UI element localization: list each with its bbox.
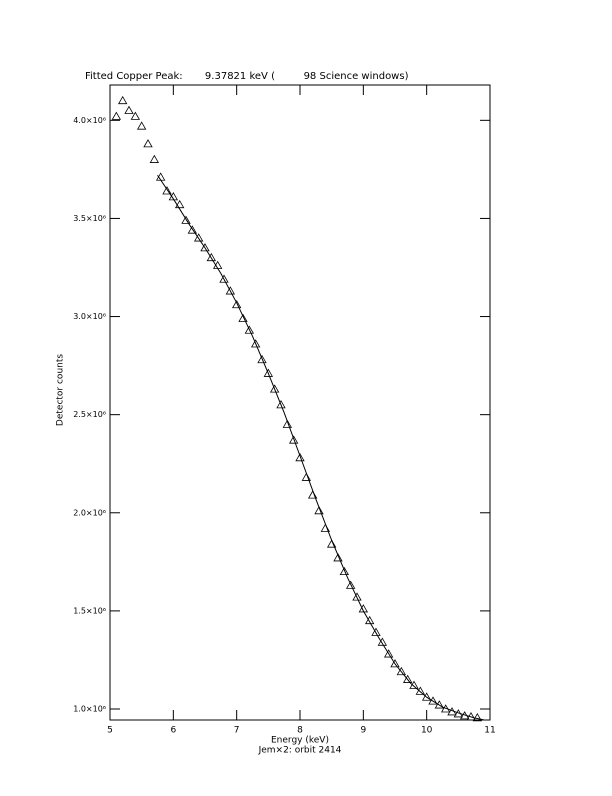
data-point (136, 121, 147, 130)
data-point (257, 354, 267, 364)
data-point (295, 453, 305, 462)
data-point (231, 299, 242, 309)
data-point (326, 539, 337, 548)
data-point (250, 339, 261, 348)
subtitle: Jem×2: orbit 2414 (258, 746, 342, 756)
y-tick-label: 4.0×10⁶ (73, 116, 106, 125)
y-tick-label: 1.0×10⁶ (73, 705, 106, 714)
chart-title: Fitted Copper Peak: 9.37821 keV ( 98 Sci… (85, 71, 409, 82)
data-point (200, 243, 210, 252)
data-point (415, 686, 426, 695)
x-axis-label: Energy (keV) (271, 736, 329, 746)
data-point (162, 186, 172, 195)
data-point (396, 666, 407, 676)
data-point (174, 199, 185, 209)
data-point (219, 274, 229, 283)
data-point (269, 384, 280, 393)
data-point (225, 286, 236, 295)
data-point (149, 154, 160, 163)
data-point (358, 604, 369, 613)
data-point (421, 692, 432, 701)
data-point (143, 139, 153, 148)
data-point (301, 472, 312, 481)
x-tick-label: 7 (234, 726, 240, 736)
x-tick-label: 8 (297, 726, 303, 736)
data-point (111, 111, 122, 120)
y-tick-label: 2.0×10⁶ (73, 508, 106, 517)
data-point (345, 580, 356, 589)
data-point (130, 111, 141, 120)
data-point (352, 592, 362, 601)
data-point (282, 419, 293, 428)
fit-line (157, 174, 484, 721)
y-axis-label: Detector counts (56, 354, 66, 426)
data-point (371, 627, 381, 636)
data-point (377, 637, 388, 646)
data-point (402, 674, 413, 683)
x-tick-label: 9 (360, 726, 366, 736)
data-point (364, 615, 375, 625)
y-tick-label: 1.5×10⁶ (73, 606, 106, 615)
data-point (238, 313, 248, 322)
data-point (383, 649, 394, 658)
data-point (187, 225, 198, 234)
x-tick-label: 6 (170, 726, 176, 736)
data-point (206, 252, 217, 262)
data-point (263, 368, 274, 377)
x-tick-label: 11 (484, 726, 495, 736)
data-point (472, 713, 483, 722)
y-tick-label: 3.0×10⁶ (73, 312, 106, 321)
x-tick-label: 10 (421, 726, 433, 736)
data-point (314, 506, 324, 515)
x-tick-label: 5 (107, 726, 113, 736)
data-point (434, 700, 445, 709)
data-point (193, 233, 204, 242)
data-point (390, 659, 400, 668)
data-point (181, 215, 191, 224)
data-point (428, 696, 438, 705)
data-point (244, 325, 255, 334)
data-point (339, 566, 350, 576)
y-tick-label: 2.5×10⁶ (73, 410, 106, 419)
data-point (276, 400, 286, 409)
data-point (333, 553, 343, 562)
data-point (124, 105, 134, 114)
y-tick-label: 3.5×10⁶ (73, 214, 106, 223)
data-point (288, 435, 299, 444)
data-point (117, 95, 128, 105)
